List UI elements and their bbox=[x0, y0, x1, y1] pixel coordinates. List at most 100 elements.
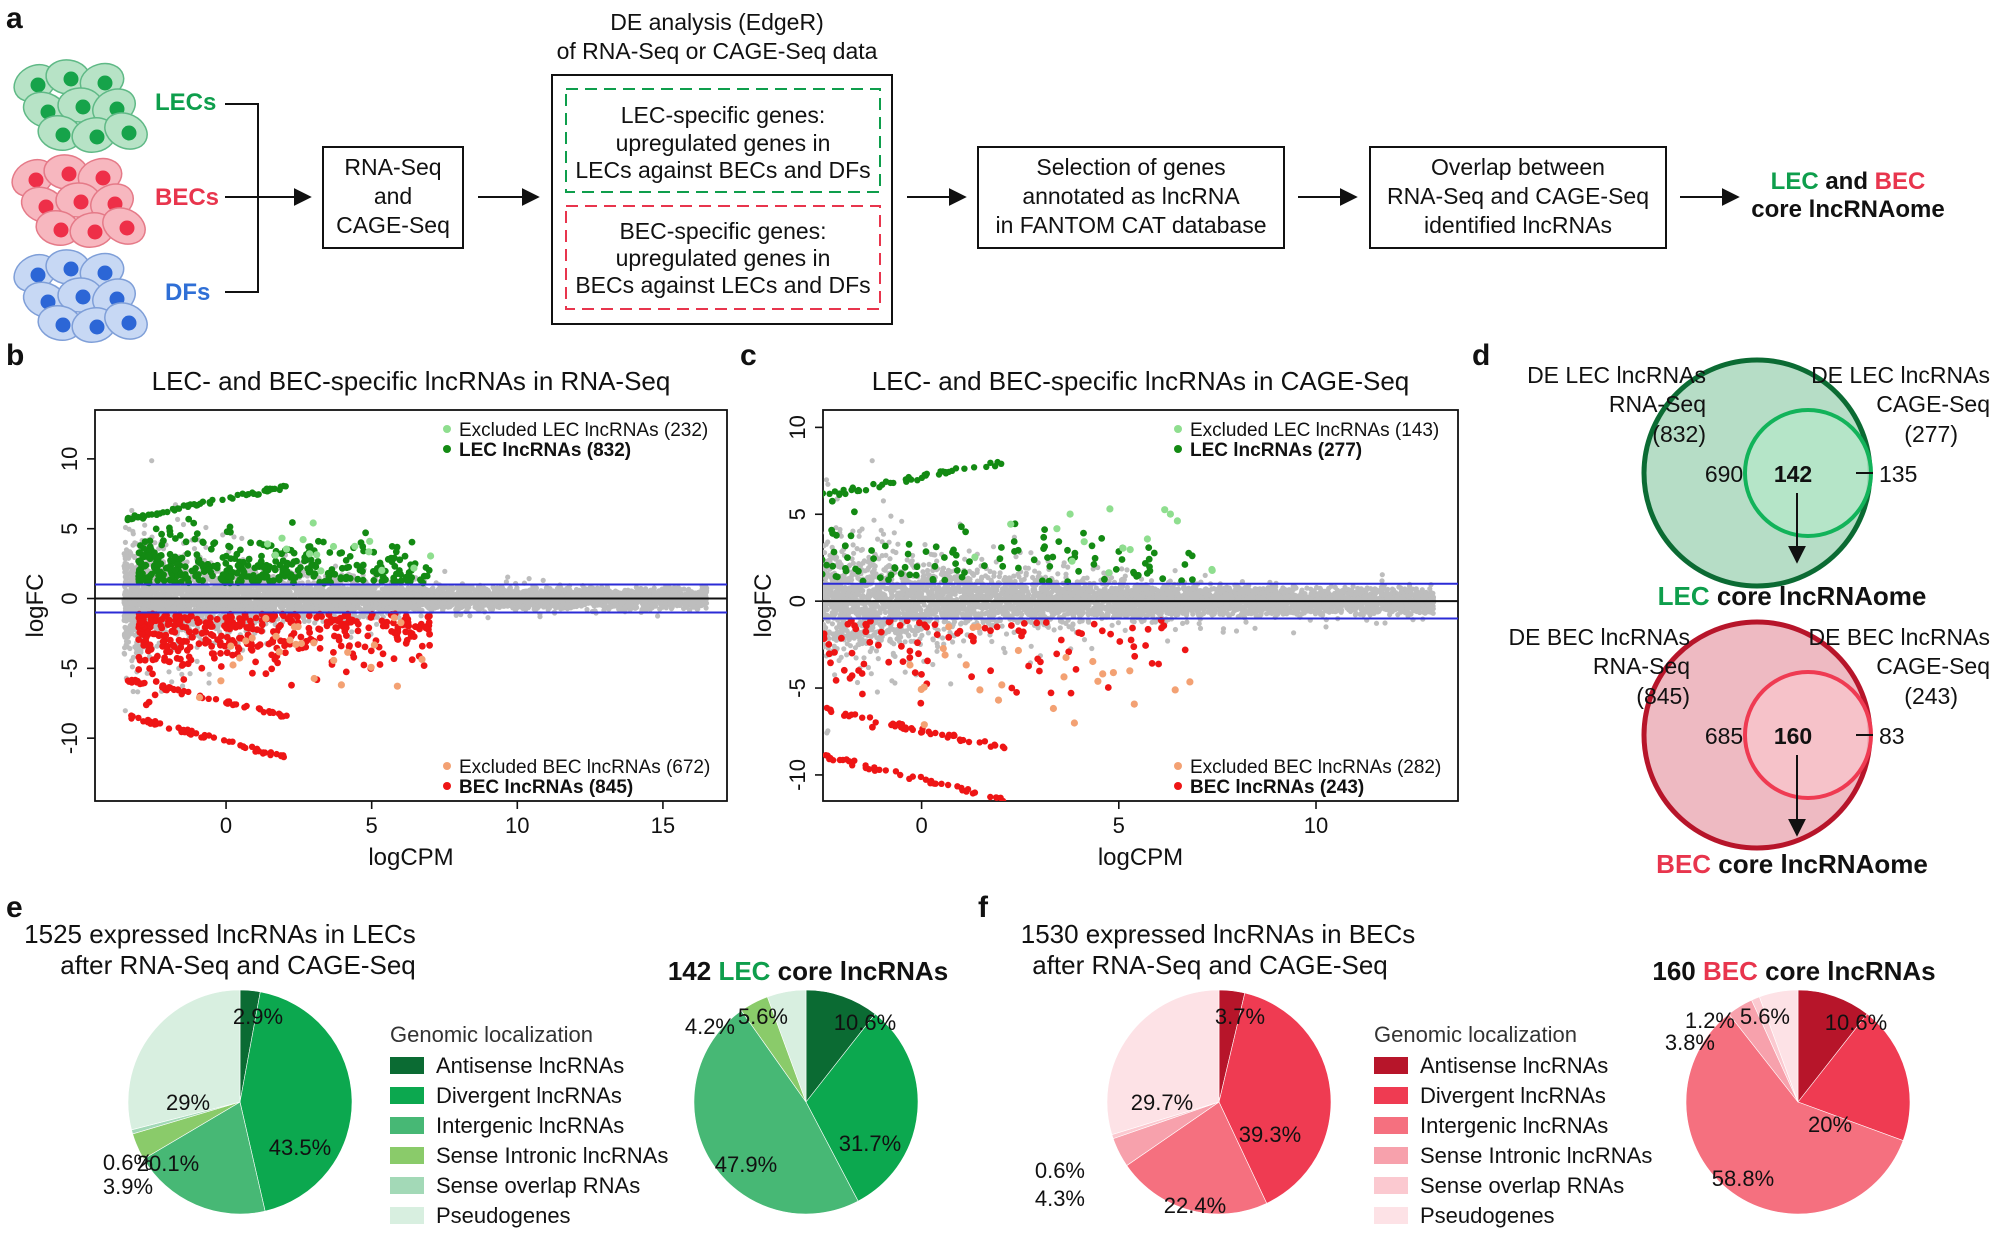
point-other bbox=[192, 589, 199, 596]
point-other bbox=[523, 588, 529, 594]
point-other bbox=[329, 606, 335, 612]
point-other bbox=[296, 588, 302, 595]
point-other bbox=[607, 590, 613, 596]
point-other bbox=[180, 683, 186, 689]
panel-label-a: a bbox=[6, 2, 23, 35]
point-other bbox=[703, 600, 709, 606]
point-other bbox=[121, 551, 127, 557]
cell-nucleus bbox=[55, 127, 71, 143]
points bbox=[121, 458, 710, 761]
point-other bbox=[447, 585, 453, 591]
point-other bbox=[396, 615, 402, 621]
point-other bbox=[224, 607, 230, 613]
point-other bbox=[704, 585, 710, 591]
point-other bbox=[549, 600, 555, 607]
cell-nucleus bbox=[97, 75, 113, 91]
point-other bbox=[434, 604, 440, 610]
point-other bbox=[135, 606, 141, 612]
plot-frame bbox=[94, 409, 728, 802]
point-other bbox=[390, 602, 396, 608]
point-other bbox=[248, 603, 254, 609]
bec-box-line2: upregulated genes in bbox=[616, 245, 831, 271]
point-other bbox=[695, 606, 701, 612]
cell-nucleus bbox=[75, 289, 91, 305]
point-other bbox=[232, 585, 239, 591]
point-other bbox=[130, 528, 136, 535]
point-other bbox=[291, 598, 297, 605]
point-other bbox=[159, 600, 165, 607]
box1-line3: CAGE-Seq bbox=[336, 212, 450, 238]
point-other bbox=[297, 602, 303, 608]
cell-nucleus bbox=[53, 222, 69, 238]
point-other bbox=[333, 602, 339, 609]
point-other bbox=[122, 708, 128, 714]
point-other bbox=[587, 584, 594, 591]
point-other bbox=[122, 539, 128, 546]
point-other bbox=[191, 546, 198, 552]
point-other bbox=[133, 587, 139, 593]
point-other bbox=[285, 606, 292, 612]
point-other bbox=[206, 680, 212, 686]
point-other bbox=[449, 593, 455, 599]
point-other bbox=[129, 507, 135, 514]
point-other bbox=[154, 643, 160, 649]
point-other bbox=[540, 577, 546, 584]
point-other bbox=[598, 602, 604, 608]
point-other bbox=[169, 679, 175, 685]
point-other bbox=[598, 593, 605, 599]
point-other bbox=[220, 532, 226, 538]
box3-line2: annotated as lncRNA bbox=[1022, 183, 1240, 209]
bec-box-line1: BEC-specific genes: bbox=[619, 218, 826, 244]
cell-nucleus bbox=[55, 317, 71, 333]
point-other bbox=[124, 574, 130, 580]
box4-line2: RNA-Seq and CAGE-Seq bbox=[1387, 183, 1649, 209]
point-other bbox=[499, 585, 505, 591]
point-other bbox=[289, 602, 295, 608]
point-other bbox=[224, 588, 230, 594]
point-other bbox=[166, 588, 172, 594]
point-other bbox=[126, 632, 132, 638]
point-other bbox=[578, 603, 584, 609]
point-other bbox=[464, 601, 470, 607]
cell-nucleus bbox=[63, 261, 79, 277]
result-line2: core lncRNAome bbox=[1751, 196, 1944, 223]
de-title-line2: of RNA-Seq or CAGE-Seq data bbox=[557, 38, 878, 64]
point-other bbox=[129, 658, 135, 664]
point-other bbox=[467, 613, 473, 619]
point-other bbox=[395, 590, 401, 596]
cell-nucleus bbox=[97, 265, 113, 281]
point-other bbox=[215, 625, 221, 631]
point-other bbox=[334, 606, 340, 613]
point-other bbox=[174, 591, 180, 597]
point-other bbox=[659, 586, 665, 592]
point-other bbox=[545, 606, 551, 613]
point-other bbox=[231, 603, 237, 609]
point-other bbox=[144, 670, 150, 676]
point-other bbox=[317, 588, 323, 594]
lec-box-line1: LEC-specific genes: bbox=[621, 102, 826, 128]
selection-box bbox=[977, 146, 1285, 249]
result-lec: LEC bbox=[1771, 168, 1819, 195]
point-other bbox=[503, 579, 509, 585]
cell-nucleus bbox=[121, 315, 137, 331]
plot-rna-seq: LEC- and BEC-specific lncRNAs in RNA-Seq… bbox=[22, 366, 728, 871]
cell-nucleus bbox=[63, 71, 79, 87]
point-other bbox=[505, 574, 511, 580]
point-other bbox=[439, 604, 445, 610]
cell-nucleus bbox=[73, 194, 89, 210]
rna-cage-box bbox=[322, 146, 464, 249]
point-other bbox=[418, 613, 424, 619]
point-other bbox=[506, 593, 512, 599]
point-other bbox=[584, 606, 590, 613]
box3-line3: in FANTOM CAT database bbox=[995, 212, 1266, 238]
point-other bbox=[136, 601, 142, 608]
point-other bbox=[237, 603, 243, 609]
cell-nucleus bbox=[89, 319, 105, 335]
point-other bbox=[485, 615, 491, 621]
cell-nucleus bbox=[119, 220, 135, 236]
point-other bbox=[125, 555, 132, 561]
point-other bbox=[145, 607, 151, 613]
box1-line1: RNA-Seq bbox=[344, 154, 441, 180]
point-other bbox=[185, 585, 191, 591]
